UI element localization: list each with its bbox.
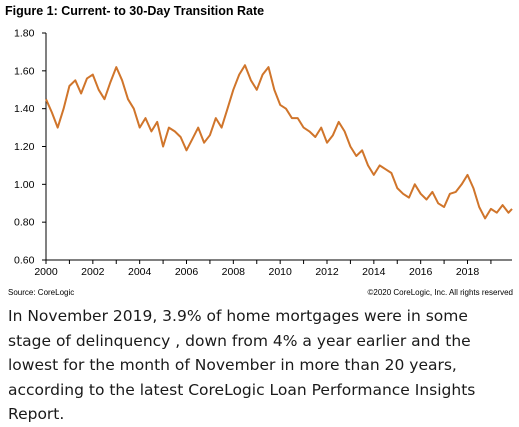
x-tick-label: 2018 [456,266,480,278]
x-tick-label: 2008 [222,266,246,278]
x-tick-label: 2002 [81,266,105,278]
x-tick-label: 2010 [268,266,292,278]
line-chart: 0.600.801.001.201.401.601.80 2000 2002 200… [8,28,513,298]
y-tick-label: 1.20 [14,141,35,153]
plot-area [45,64,513,220]
x-axis: 2000 2002 2004 2006 2008 2010 2012 2014 2016 2018 [34,259,512,278]
y-tick-label: 1.80 [14,28,35,40]
x-tick-label: 2004 [128,266,152,278]
x-tick-label: 2014 [362,266,386,278]
chart-title: Figure 1: Current- to 30-Day Transition … [5,4,265,18]
x-tick-label: 2000 [34,266,58,278]
x-tick-label: 2016 [409,266,433,278]
series-line [45,64,513,220]
y-tick-label: 1.60 [14,65,35,77]
y-tick-label: 0.80 [14,217,35,229]
x-tick-label: 2012 [315,266,339,278]
x-tick-label: 2006 [175,266,199,278]
copyright-note: ©2020 CoreLogic, Inc. All rights reserve… [367,288,513,297]
y-axis: 0.60 0.80 1.00 1.20 1.40 1.60 1.80 [14,28,47,267]
article-caption: In November 2019, 3.9% of home mortgages… [8,307,476,423]
y-tick-label: 1.00 [14,179,35,191]
source-note: Source: CoreLogic [8,288,74,297]
y-tick-label: 1.40 [14,103,35,115]
y-tick-label: 0.60 [14,255,35,267]
